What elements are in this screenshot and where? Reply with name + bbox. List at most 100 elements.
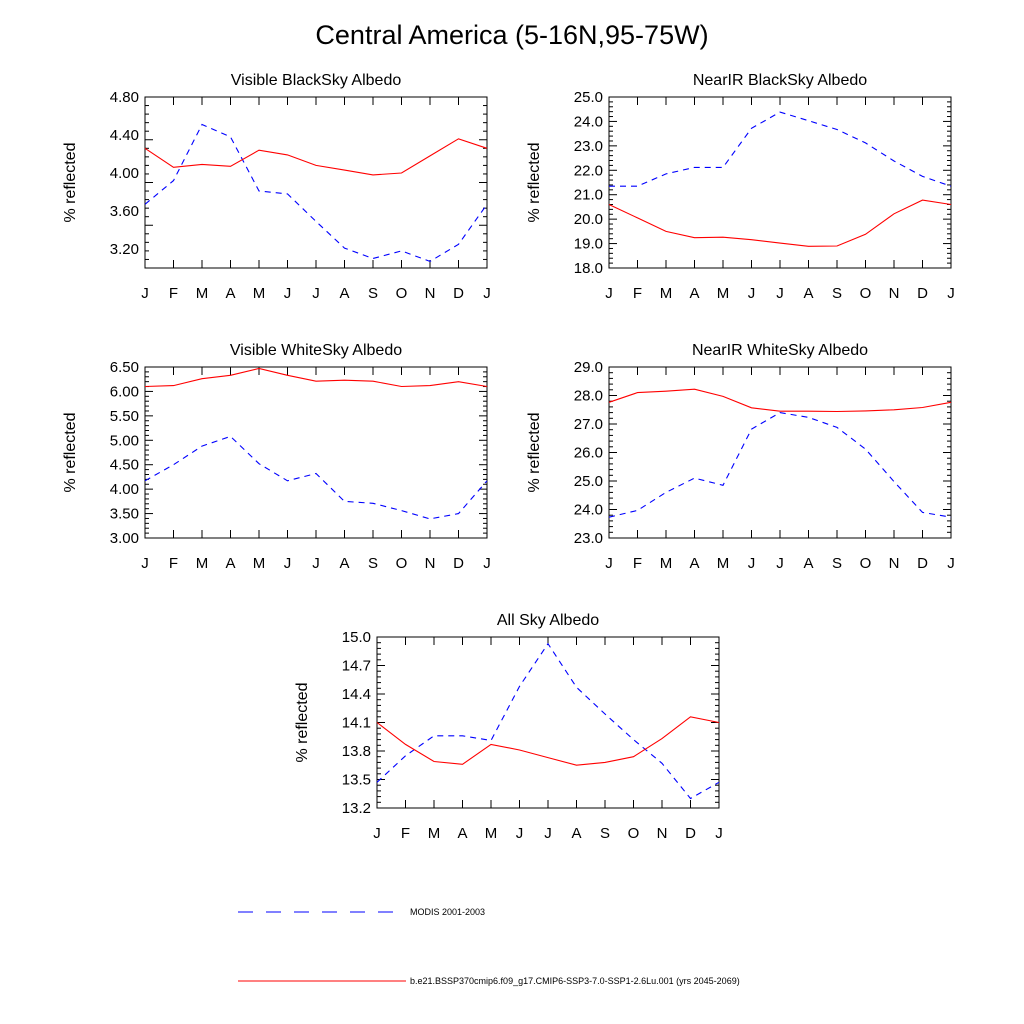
y-tick-label: 5.50 bbox=[110, 408, 139, 425]
plot-frame bbox=[144, 96, 488, 269]
x-tick-label: F bbox=[633, 555, 642, 572]
x-tick-label: J bbox=[715, 825, 723, 842]
y-tick-label: 14.4 bbox=[342, 686, 371, 703]
x-tick-label: A bbox=[571, 825, 581, 842]
legend-label-1: MODIS 2001-2003 bbox=[410, 907, 485, 917]
x-tick-label: J bbox=[605, 555, 613, 572]
plot-frame bbox=[144, 366, 488, 539]
legend-label-2: b.e21.BSSP370cmip6.f09_g17.CMIP6-SSP3-7.… bbox=[410, 976, 740, 986]
x-tick-label: J bbox=[284, 555, 292, 572]
x-tick-label: S bbox=[368, 285, 378, 302]
y-tick-label: 23.0 bbox=[574, 138, 603, 155]
page-title: Central America (5-16N,95-75W) bbox=[315, 20, 709, 50]
y-tick-label: 23.0 bbox=[574, 530, 603, 547]
x-tick-label: F bbox=[401, 825, 410, 842]
plot-frame bbox=[376, 636, 720, 809]
x-tick-label: O bbox=[628, 825, 640, 842]
x-tick-label: S bbox=[832, 555, 842, 572]
x-tick-label: F bbox=[169, 285, 178, 302]
x-tick-label: M bbox=[717, 285, 730, 302]
panel-title: NearIR BlackSky Albedo bbox=[693, 72, 867, 89]
x-tick-label: A bbox=[689, 285, 699, 302]
x-tick-label: M bbox=[660, 285, 673, 302]
y-tick-label: 5.00 bbox=[110, 432, 139, 449]
x-tick-label: N bbox=[889, 555, 900, 572]
x-tick-label: S bbox=[368, 555, 378, 572]
x-tick-label: M bbox=[717, 555, 730, 572]
x-tick-label: J bbox=[947, 285, 955, 302]
y-tick-label: 4.00 bbox=[110, 165, 139, 182]
model-line bbox=[376, 716, 720, 766]
x-tick-label: D bbox=[917, 285, 928, 302]
y-tick-label: 13.8 bbox=[342, 743, 371, 760]
x-tick-label: A bbox=[339, 285, 349, 302]
x-tick-label: J bbox=[544, 825, 552, 842]
y-axis-label: % reflected bbox=[526, 412, 543, 492]
y-tick-label: 4.00 bbox=[110, 481, 139, 498]
x-tick-label: J bbox=[312, 285, 320, 302]
y-axis-label: % reflected bbox=[62, 412, 79, 492]
y-tick-label: 22.0 bbox=[574, 162, 603, 179]
y-tick-label: 20.0 bbox=[574, 211, 603, 228]
x-tick-label: A bbox=[225, 555, 235, 572]
model-line bbox=[144, 367, 488, 388]
x-tick-label: M bbox=[196, 555, 209, 572]
x-tick-label: O bbox=[860, 285, 872, 302]
x-tick-label: N bbox=[425, 555, 436, 572]
panel-title: All Sky Albedo bbox=[497, 612, 599, 629]
x-tick-label: A bbox=[803, 555, 813, 572]
plot-frame bbox=[608, 96, 952, 269]
y-tick-label: 24.0 bbox=[574, 113, 603, 130]
x-tick-label: M bbox=[485, 825, 498, 842]
x-tick-label: J bbox=[141, 555, 149, 572]
y-tick-label: 14.7 bbox=[342, 658, 371, 675]
x-tick-label: N bbox=[889, 285, 900, 302]
x-tick-label: J bbox=[373, 825, 381, 842]
y-axis-label: % reflected bbox=[294, 682, 311, 762]
x-tick-label: M bbox=[253, 555, 266, 572]
x-tick-label: O bbox=[396, 555, 408, 572]
x-tick-label: N bbox=[657, 825, 668, 842]
plot-frame bbox=[608, 366, 952, 539]
y-tick-label: 15.0 bbox=[342, 629, 371, 646]
x-tick-label: J bbox=[748, 555, 756, 572]
panel-title: Visible BlackSky Albedo bbox=[231, 72, 402, 89]
y-tick-label: 14.1 bbox=[342, 715, 371, 732]
x-tick-label: M bbox=[196, 285, 209, 302]
x-tick-label: D bbox=[917, 555, 928, 572]
y-tick-label: 13.5 bbox=[342, 772, 371, 789]
x-tick-label: S bbox=[600, 825, 610, 842]
x-tick-label: A bbox=[689, 555, 699, 572]
y-tick-label: 3.00 bbox=[110, 530, 139, 547]
y-tick-label: 3.20 bbox=[110, 241, 139, 258]
x-tick-label: M bbox=[660, 555, 673, 572]
modis-line bbox=[608, 412, 952, 518]
y-tick-label: 4.50 bbox=[110, 457, 139, 474]
x-tick-label: J bbox=[284, 285, 292, 302]
x-tick-label: D bbox=[453, 285, 464, 302]
y-tick-label: 3.50 bbox=[110, 506, 139, 523]
y-axis-label: % reflected bbox=[62, 142, 79, 222]
x-tick-label: J bbox=[141, 285, 149, 302]
y-tick-label: 6.50 bbox=[110, 359, 139, 376]
modis-line bbox=[144, 123, 488, 263]
x-tick-label: A bbox=[339, 555, 349, 572]
model-line bbox=[144, 138, 488, 176]
y-axis-label: % reflected bbox=[526, 142, 543, 222]
x-tick-label: M bbox=[253, 285, 266, 302]
y-tick-label: 3.60 bbox=[110, 203, 139, 220]
x-tick-label: M bbox=[428, 825, 441, 842]
x-tick-label: J bbox=[312, 555, 320, 572]
modis-line bbox=[376, 642, 720, 800]
x-tick-label: A bbox=[803, 285, 813, 302]
x-tick-label: J bbox=[483, 285, 491, 302]
y-tick-label: 4.80 bbox=[110, 89, 139, 106]
x-tick-label: N bbox=[425, 285, 436, 302]
x-tick-label: F bbox=[169, 555, 178, 572]
